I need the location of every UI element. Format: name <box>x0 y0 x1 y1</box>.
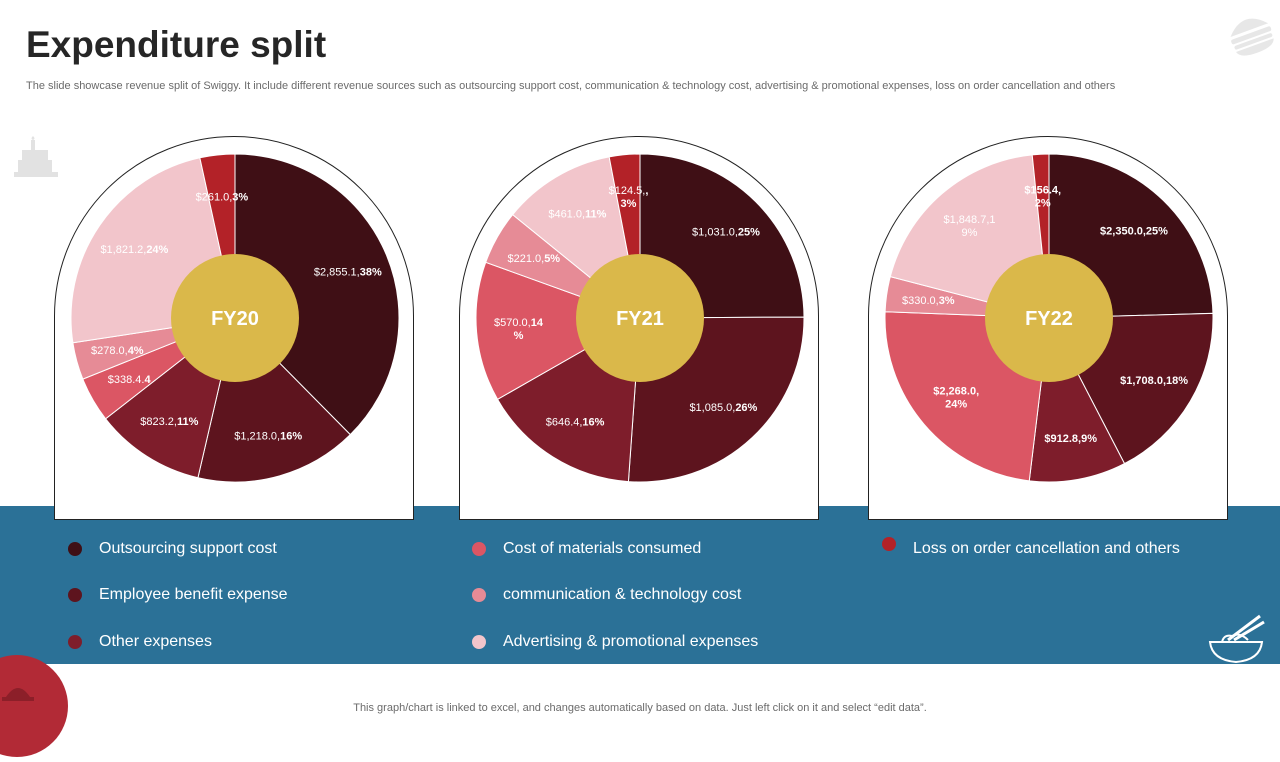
pie-chart-fy21: $1,031.0,25% $1,085.0,26% $646.4,16% $570.0… <box>475 153 805 483</box>
pie-card-fy20: $2,855.1,38% $1,218.0,16% $823.2,11% $338.4… <box>54 136 414 520</box>
pie-chart-fy20: $2,855.1,38% $1,218.0,16% $823.2,11% $338.4… <box>70 153 400 483</box>
legend-label: Cost of materials consumed <box>503 540 702 557</box>
legend-label: Employee benefit expense <box>99 586 288 603</box>
data-label: $1,218.0,16% <box>234 430 302 442</box>
pie-center-circle <box>985 254 1113 382</box>
legend-label: communication & technology cost <box>503 586 742 603</box>
legend-label: Other expenses <box>99 633 212 650</box>
legend-item-loss-on-order: Loss on order cancellation and others <box>882 537 1180 558</box>
data-label: $823.2,11% <box>140 416 198 428</box>
data-label: $1,085.0,26% <box>689 402 757 414</box>
data-label: $570.0,14% <box>494 317 544 342</box>
data-label: $338.4.4 <box>108 374 152 386</box>
legend-item-outsourcing: Outsourcing support cost <box>68 540 277 558</box>
pie-center-label: FY22 <box>1025 308 1073 330</box>
pie-chart-fy22: $2,350.0,25% $1,708.0,18% $912.8,9% $2,268.… <box>884 153 1214 483</box>
data-label: $912.8,9% <box>1044 433 1097 445</box>
data-label: $278.0,4% <box>91 345 144 357</box>
data-label: $1,821.2,24% <box>100 244 168 256</box>
food-cloche-icon <box>2 688 34 701</box>
page-subtitle: The slide showcase revenue split of Swig… <box>26 80 1116 92</box>
legend-dot <box>472 542 486 556</box>
data-label: $124.5,, 3% <box>609 185 649 210</box>
legend-dot <box>472 635 486 649</box>
pie-slice <box>475 261 642 401</box>
data-label: $1,031.0,25% <box>692 227 760 239</box>
data-label: $2,268.0, 24% <box>933 386 979 411</box>
data-label: $1,848.7,1 9% <box>944 214 996 239</box>
legend-label: Advertising & promotional expenses <box>503 633 759 650</box>
data-label: $646.4,16% <box>546 416 605 428</box>
page-title: Expenditure split <box>26 24 327 65</box>
burger-icon <box>1230 18 1274 56</box>
pie-center-circle <box>171 254 299 382</box>
legend-item-advertising: Advertising & promotional expenses <box>472 633 758 651</box>
legend-dot <box>68 542 82 556</box>
pie-center-label: FY20 <box>211 308 259 330</box>
legend-dot <box>68 635 82 649</box>
data-label: $461.0,11% <box>548 208 606 220</box>
legend-label: Loss on order cancellation and others <box>913 540 1180 557</box>
cake-icon <box>14 136 58 177</box>
data-label: $1,708.0,18% <box>1120 375 1188 387</box>
legend-item-employee-benefit: Employee benefit expense <box>68 586 288 604</box>
data-label: $2,350.0,25% <box>1100 226 1168 238</box>
pie-card-fy22: $2,350.0,25% $1,708.0,18% $912.8,9% $2,268.… <box>868 136 1228 520</box>
legend-dot <box>472 588 486 602</box>
pie-center-label: FY21 <box>616 308 664 330</box>
pie-card-fy21: $1,031.0,25% $1,085.0,26% $646.4,16% $570.0… <box>459 136 819 520</box>
legend-item-materials: Cost of materials consumed <box>472 540 701 558</box>
pie-center-circle <box>576 254 704 382</box>
pie-slice <box>234 153 400 436</box>
legend-label: Outsourcing support cost <box>99 540 277 557</box>
chart-footnote: This graph/chart is linked to excel, and… <box>353 702 927 714</box>
data-label: $261.0,3% <box>196 192 249 204</box>
data-label: $2,855.1,38% <box>314 267 382 279</box>
legend-item-communication: communication & technology cost <box>472 586 741 604</box>
legend-dot <box>882 537 896 551</box>
data-label: $221.0,5% <box>507 253 560 265</box>
legend-band <box>0 506 1280 664</box>
data-label: $330.0,3% <box>902 295 955 307</box>
data-label: $156.4, 2% <box>1024 185 1061 210</box>
legend-dot <box>68 588 82 602</box>
noodle-bowl-icon <box>1208 614 1265 664</box>
legend-item-other-expenses: Other expenses <box>68 633 212 651</box>
